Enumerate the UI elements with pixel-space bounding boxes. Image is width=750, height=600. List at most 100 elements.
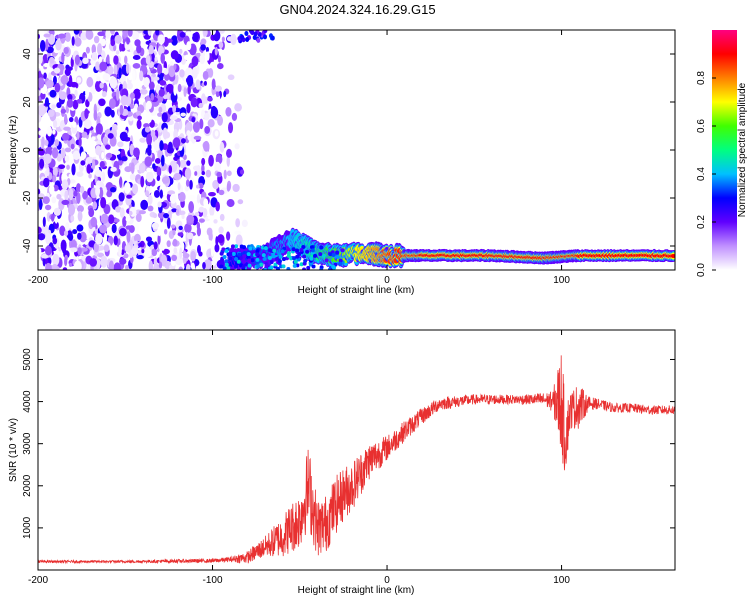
spectrogram-noise-blob (133, 132, 142, 141)
spectrogram-onset-blob (248, 246, 253, 251)
spectrogram-onset-blob (273, 262, 278, 267)
spectrogram-noise-blob (56, 193, 62, 200)
spectrogram-noise-blob (172, 238, 178, 247)
spectrogram-noise-blob (54, 82, 61, 93)
spectrogram-noise-blob (144, 126, 151, 133)
spectrogram-noise-blob (163, 213, 170, 219)
spectrogram-noise-blob (106, 190, 113, 198)
snr-marks (38, 355, 675, 565)
spectrogram-noise-blob (108, 214, 115, 225)
spectrogram-noise-blob (68, 233, 74, 241)
snr-panel: -200 -100 0 100 1000 2000 3000 4000 5000 Height… (8, 329, 676, 596)
spectrogram-noise-blob (223, 169, 227, 180)
spectrogram-noise-blob (193, 135, 202, 141)
snr-y-tick-label: 2000 (22, 474, 33, 497)
spectrogram-noise-blob (214, 243, 220, 253)
spectrogram-noise-blob (97, 252, 105, 258)
spectrogram-noise-blob (72, 229, 78, 235)
spectrogram-noise-blob (129, 173, 136, 181)
snr-y-tick-label: 4000 (22, 390, 33, 413)
spectrogram-noise-blob (196, 221, 201, 230)
spectrogram-noise-blob (48, 257, 52, 263)
spectrogram-noise-blob (201, 163, 205, 174)
spectrogram-noise-blob (198, 218, 205, 223)
spectrogram-noise-blob (58, 164, 66, 170)
spectrogram-onset-blob (236, 259, 241, 264)
spectrogram-noise-blob (106, 152, 113, 158)
spectrogram-onset-blob (328, 252, 333, 257)
spectrogram-noise-blob (89, 258, 98, 267)
spectrogram-noise-blob (53, 67, 61, 74)
spectrogram-onset-blob (319, 245, 324, 250)
spectrogram-noise-blob (50, 134, 55, 144)
spectrogram-noise-blob (92, 201, 98, 210)
spectrogram-noise-blob (194, 212, 200, 217)
spectrogram-noise-blob (187, 194, 196, 201)
spectrogram-noise-blob (202, 70, 209, 80)
spectrogram-noise-blob (163, 131, 171, 139)
spectrogram-noise-blob (228, 122, 234, 134)
spectrogram-noise-blob (147, 147, 152, 156)
spectrogram-noise-blob (70, 247, 78, 253)
spectrogram-noise-blob (148, 44, 154, 55)
spectrogram-noise-blob (71, 36, 75, 46)
spectrogram-noise-blob (164, 73, 170, 81)
spectrogram-noise-blob (212, 179, 220, 190)
spectrogram-noise-blob (173, 247, 178, 254)
spectrogram-onset-blob (234, 244, 239, 249)
spectrogram-onset-blob (262, 256, 267, 261)
spectrogram-onset-blob (275, 266, 280, 270)
spectrogram-noise-blob (170, 50, 179, 60)
spectrogram-noise-blob (72, 99, 79, 110)
spectrogram-noise-blob (218, 226, 224, 234)
spectrogram-onset-blob (302, 254, 307, 259)
spectrogram-noise-blob (100, 255, 108, 268)
spectrogram-y-ticks: -40 -20 0 20 40 (22, 48, 675, 253)
spectrogram-onset-blob (247, 263, 252, 268)
spectrogram-onset-blob (309, 245, 314, 250)
spectrogram-noise-blob (188, 201, 194, 214)
spectrogram-noise-blob (42, 196, 50, 204)
spectrogram-noise-blob (180, 138, 186, 144)
spectrogram-noise-blob (173, 63, 177, 71)
spectrogram-noise-blob (160, 254, 168, 267)
spectrogram-noise-blob (147, 194, 153, 205)
spectrogram-noise-blob (221, 36, 225, 42)
spectrogram-noise-blob (209, 61, 216, 69)
spectrogram-noise-blob (60, 147, 66, 159)
spectrogram-marks (38, 30, 675, 270)
spectrogram-noise-blob (130, 247, 139, 255)
spectrogram-noise-blob (150, 129, 156, 138)
snr-x-tick-label: -200 (28, 575, 48, 586)
spectrogram-noise-blob (240, 34, 245, 40)
snr-x-axis-label: Height of straight line (km) (298, 585, 415, 596)
spectrogram-noise-blob (126, 82, 133, 90)
spectrogram-onset-blob (332, 265, 337, 270)
spectrogram-onset-blob (282, 256, 287, 261)
spectrogram-noise-blob (73, 190, 78, 197)
spectrogram-noise-blob (218, 41, 224, 49)
spectrogram-noise-blob (59, 225, 66, 237)
spectrogram-noise-blob (205, 169, 212, 178)
spectrogram-noise-blob (169, 193, 177, 204)
spectrogram-y-tick-label: 40 (22, 48, 33, 60)
spectrogram-noise-blob (62, 267, 68, 270)
spectrogram-noise-blob (183, 87, 187, 98)
spectrogram-noise-blob (105, 30, 111, 39)
spectrogram-noise-blob (124, 244, 131, 253)
spectrogram-noise-blob (64, 147, 72, 153)
chart-title: GN04.2024.324.16.29.G15 (279, 2, 436, 17)
spectrogram-onset-blob (238, 255, 243, 260)
spectrogram-noise-blob (205, 46, 210, 53)
spectrogram-noise-blob (88, 207, 95, 218)
spectrogram-noise-blob (145, 54, 151, 65)
spectrogram-onset-blob (340, 248, 345, 253)
spectrogram-noise-blob (133, 88, 141, 99)
spectrogram-noise-blob (119, 228, 127, 237)
spectrogram-noise-blob (125, 62, 130, 74)
spectrogram-noise-blob (190, 250, 196, 262)
spectrogram-noise-blob (74, 54, 81, 66)
spectrogram-noise-blob (132, 54, 141, 61)
spectrogram-noise-blob (133, 147, 140, 158)
spectrogram-noise-blob (186, 103, 191, 114)
